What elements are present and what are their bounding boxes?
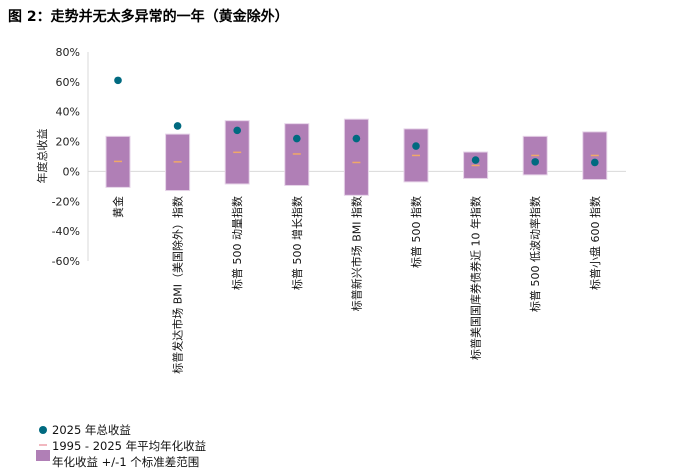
category-label: 标普 500 增长指数 — [290, 196, 304, 290]
category-label: 标普小盘 600 指数 — [588, 196, 602, 290]
category-label: 标普发达市场 BMI（美国除外）指数 — [171, 196, 185, 374]
category-label: 标普 500 指数 — [409, 196, 423, 268]
y-tick-label: -40% — [52, 225, 80, 238]
total-return-dot — [233, 126, 241, 135]
category-label: 黄金 — [111, 196, 125, 218]
total-return-dot — [293, 134, 301, 143]
y-axis-label: 年度总收益 — [35, 129, 49, 184]
legend-dash-icon — [39, 444, 47, 446]
y-tick-label: 60% — [56, 76, 80, 89]
total-return-dot — [471, 156, 480, 164]
legend-dot-icon — [39, 426, 47, 434]
y-tick-label: -60% — [52, 255, 80, 268]
category-label: 标普 500 动量指数 — [230, 196, 244, 290]
range-bar — [343, 118, 369, 196]
legend-box-icon — [36, 450, 50, 461]
category-label: 标普美国国库券债券近 10 年指数 — [469, 196, 483, 360]
range-bar — [403, 128, 429, 183]
total-return-dot — [173, 122, 182, 130]
category-label: 标普新兴市场 BMI 指数 — [349, 196, 363, 311]
total-return-dot — [114, 76, 122, 85]
y-tick-label: 40% — [56, 106, 80, 119]
y-tick-label: 20% — [56, 136, 80, 149]
total-return-dot — [531, 158, 539, 166]
y-tick-label: 0% — [63, 165, 80, 178]
total-return-dot — [591, 158, 599, 167]
category-label: 标普 500 低波动率指数 — [528, 196, 542, 312]
chart-title: 图 2：走势并无太多异常的一年（黄金除外） — [8, 9, 289, 25]
legend-item-std-range: 年化收益 +/-1 个标准差范围 — [36, 450, 199, 470]
total-return-dot — [412, 142, 420, 150]
y-tick-label: -20% — [52, 195, 80, 208]
legend-item-average-return: 1995 - 2025 年平均年化收益 — [39, 438, 206, 454]
total-return-dot — [352, 134, 361, 143]
y-tick-label: 80% — [56, 46, 80, 59]
legend-item-total-return: 2025 年总收益 — [39, 422, 131, 438]
